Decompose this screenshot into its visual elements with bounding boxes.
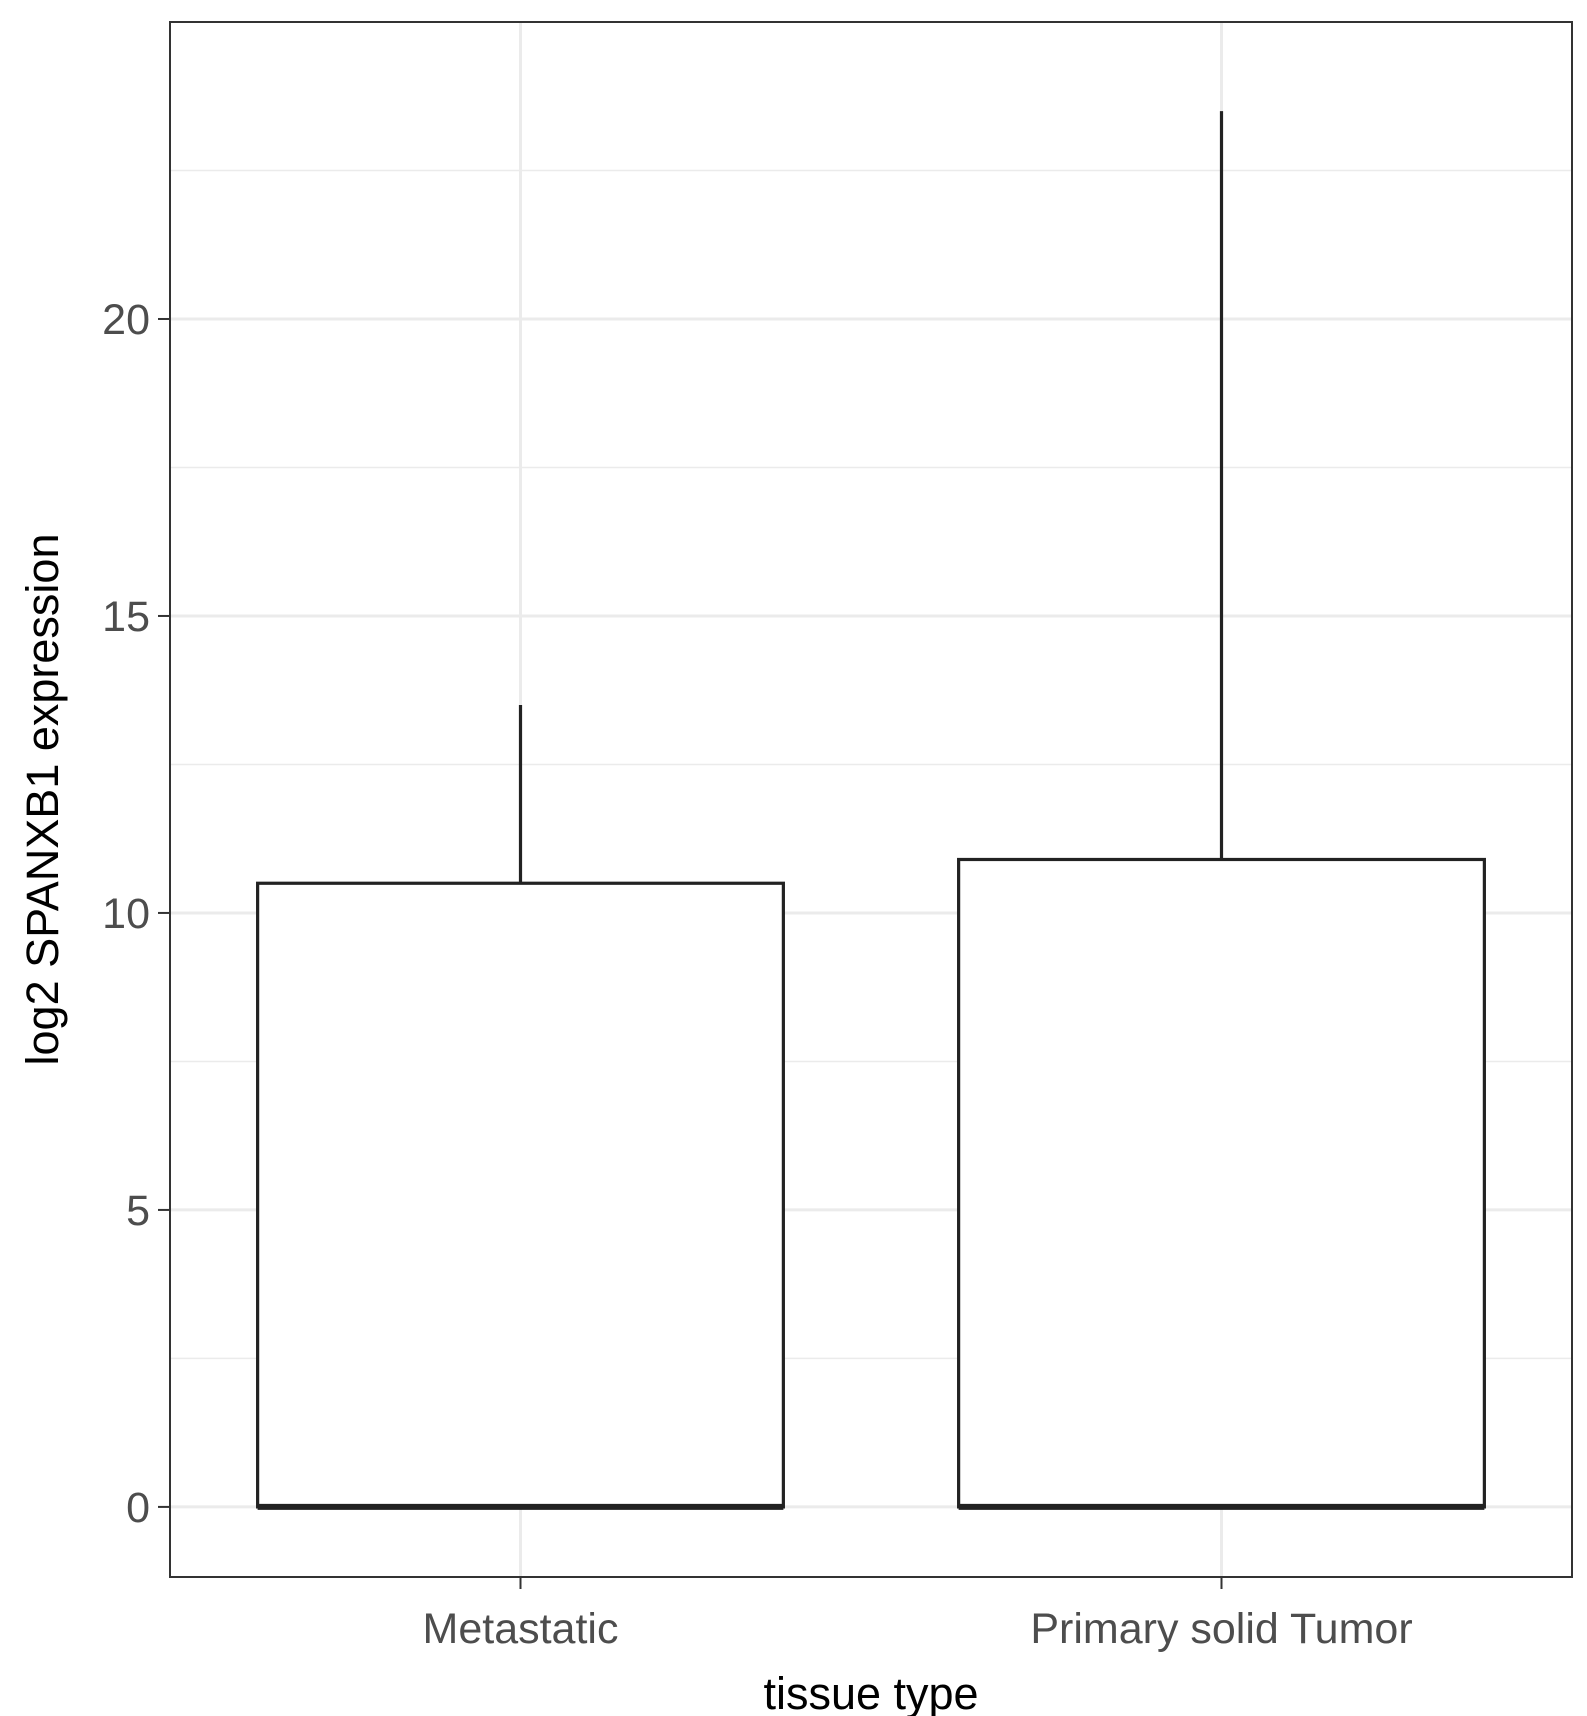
panel-border	[169, 21, 1573, 1578]
box-group	[957, 111, 1486, 1510]
x-tick-label: Metastatic	[423, 1605, 619, 1653]
y-axis-title: log2 SPANXB1 expression	[17, 534, 68, 1066]
y-tick-label: 0	[126, 1484, 150, 1532]
y-tick-label: 15	[102, 593, 150, 641]
box-rect	[957, 857, 1486, 1509]
box-rect	[256, 881, 785, 1509]
y-tick-label: 5	[126, 1187, 150, 1235]
boxes	[256, 111, 1486, 1510]
x-axis-title: tissue type	[763, 1668, 978, 1716]
box-group	[256, 705, 785, 1510]
x-tick-label: Primary solid Tumor	[1030, 1605, 1412, 1653]
axes: 0 5 10 15 20 Metastatic Primary solid Tumor	[102, 296, 1412, 1653]
y-tick-label: 20	[102, 296, 150, 344]
y-tick-label: 10	[102, 890, 150, 938]
